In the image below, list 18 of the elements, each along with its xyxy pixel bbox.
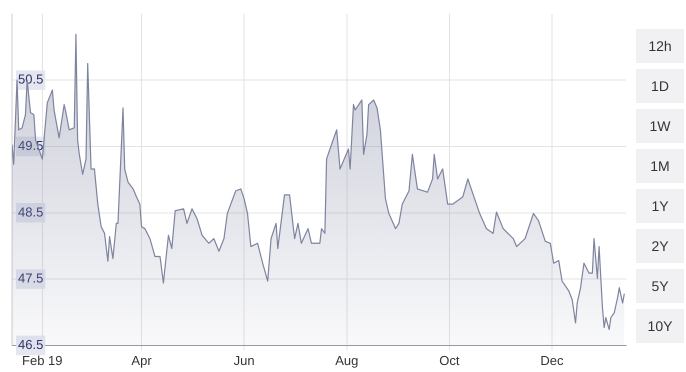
text: 1D xyxy=(636,69,684,103)
text: 1Y xyxy=(636,189,684,223)
text: 10Y xyxy=(636,309,684,343)
text: 1W xyxy=(636,109,684,143)
text: 2Y xyxy=(636,229,684,263)
x-tick-label: Dec xyxy=(540,352,564,368)
y-tick-label: 46.5 xyxy=(18,336,44,352)
x-tick-label: Aug xyxy=(335,352,358,368)
text: 1M xyxy=(636,149,684,183)
y-tick-label: 50.5 xyxy=(18,72,44,87)
x-tick-label: Oct xyxy=(439,352,460,368)
x-tick-label: Apr xyxy=(131,352,152,368)
y-tick-label: 47.5 xyxy=(18,270,44,286)
y-tick-label: 48.5 xyxy=(18,204,44,220)
text: 12h xyxy=(636,29,684,63)
x-tick-label: Feb 19 xyxy=(22,352,63,368)
x-tick-label: Jun xyxy=(234,352,255,368)
text: 5Y xyxy=(636,269,684,303)
